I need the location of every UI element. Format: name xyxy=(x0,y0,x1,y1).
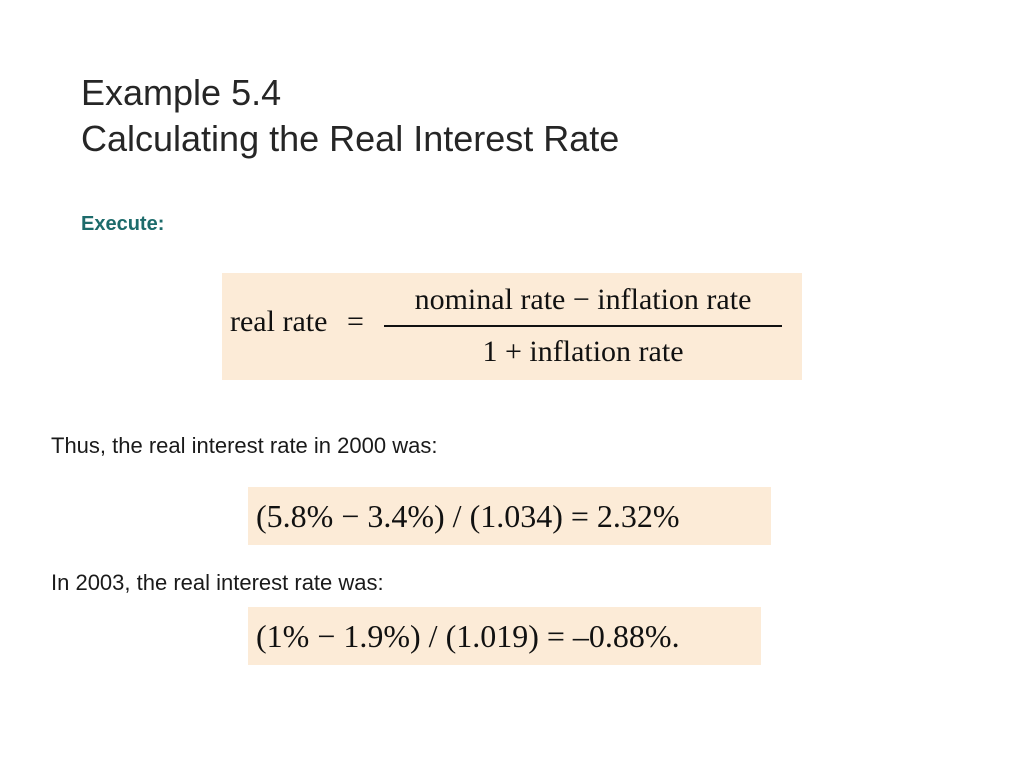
real-rate-formula-box: real rate = nominal rate − inflation rat… xyxy=(222,273,802,380)
formula-lhs: real rate xyxy=(230,305,328,338)
execute-label: Execute: xyxy=(81,213,165,235)
slide-title: Example 5.4 Calculating the Real Interes… xyxy=(81,70,619,162)
fraction-bar xyxy=(384,325,782,327)
calc-2003: (1% − 1.9%) / (1.019) = –0.88%. xyxy=(256,618,680,654)
calc-2000: (5.8% − 3.4%) / (1.034) = 2.32% xyxy=(256,498,680,534)
formula-denominator: 1 + inflation rate xyxy=(482,335,684,368)
formula-numerator: nominal rate − inflation rate xyxy=(414,283,752,316)
calc-2003-box: (1% − 1.9%) / (1.019) = –0.88%. xyxy=(248,607,761,665)
formula-equals: = xyxy=(347,305,364,338)
title-line-2: Calculating the Real Interest Rate xyxy=(81,118,620,159)
text-2000: Thus, the real interest rate in 2000 was… xyxy=(51,433,438,458)
title-line-1: Example 5.4 xyxy=(81,72,282,113)
calc-2000-box: (5.8% − 3.4%) / (1.034) = 2.32% xyxy=(248,487,771,545)
formula-fraction: nominal rate − inflation rate 1 + inflat… xyxy=(384,281,782,371)
text-2003: In 2003, the real interest rate was: xyxy=(51,570,384,595)
